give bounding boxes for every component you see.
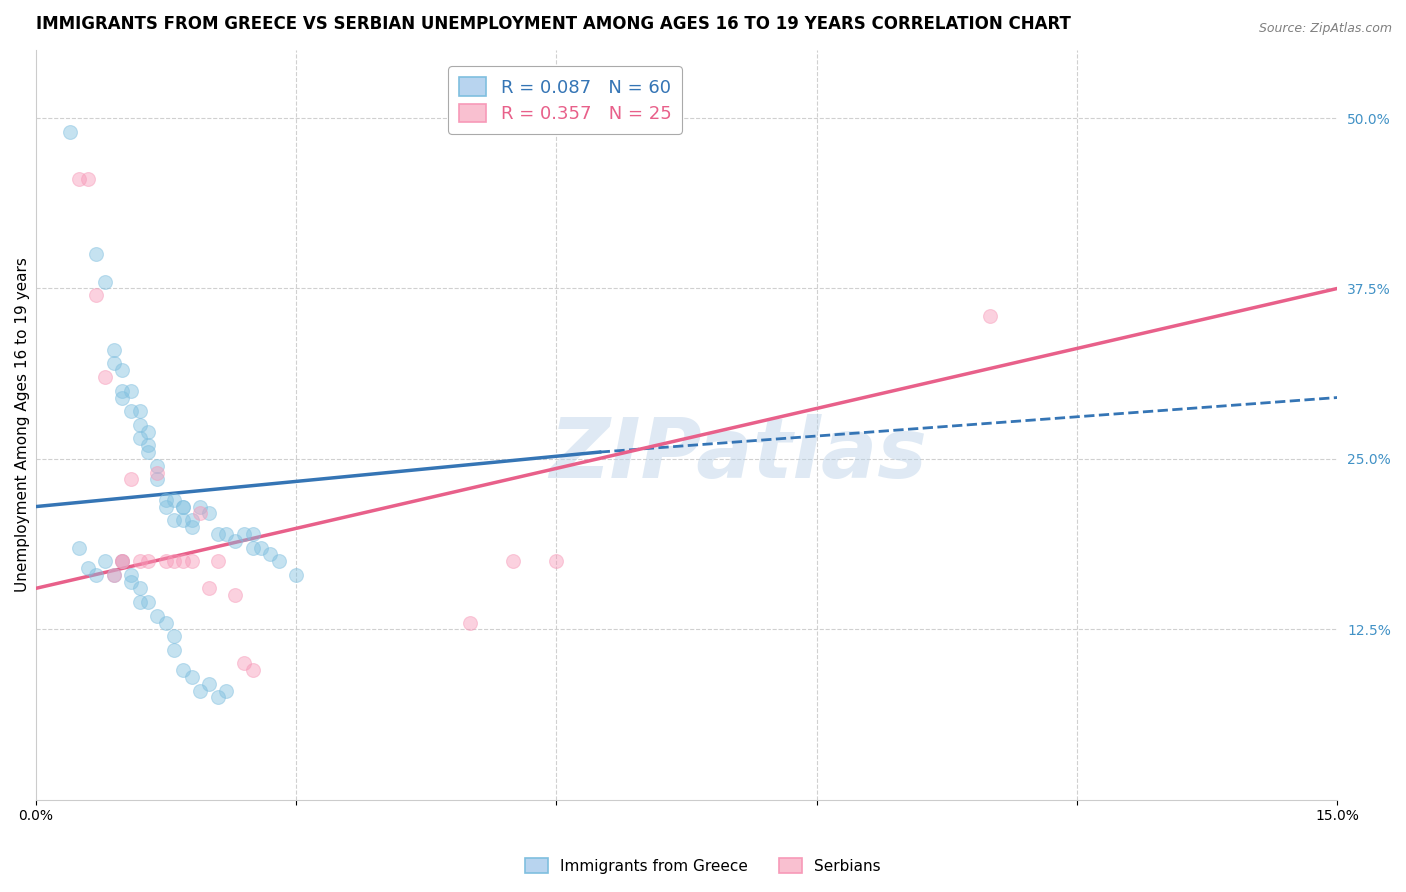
Point [94,370,117,384]
Point [172,500,194,514]
Point [224,533,246,548]
Point [138,445,160,459]
Point [67,172,90,186]
Point [232,527,254,541]
Point [163,642,186,657]
Point [180,554,202,568]
Point [155,500,177,514]
Point [146,608,169,623]
Point [259,547,281,561]
Point [103,356,125,370]
Point [458,615,481,630]
Text: ZIPatlas: ZIPatlas [550,414,928,495]
Point [163,492,186,507]
Point [103,567,125,582]
Point [84,567,107,582]
Point [111,384,134,398]
Point [84,247,107,261]
Point [250,541,273,555]
Point [59,125,82,139]
Point [76,561,98,575]
Point [155,492,177,507]
Point [103,343,125,357]
Point [198,582,221,596]
Point [163,554,186,568]
Legend: Immigrants from Greece, Serbians: Immigrants from Greece, Serbians [519,852,887,880]
Point [284,567,307,582]
Point [103,567,125,582]
Legend: R = 0.087   N = 60, R = 0.357   N = 25: R = 0.087 N = 60, R = 0.357 N = 25 [449,66,682,134]
Point [242,663,264,677]
Point [120,404,142,418]
Point [120,574,142,589]
Point [120,567,142,582]
Point [242,527,264,541]
Point [215,527,238,541]
Point [128,404,150,418]
Point [172,554,194,568]
Point [94,554,117,568]
Point [155,554,177,568]
Point [172,663,194,677]
Point [242,541,264,555]
Point [120,384,142,398]
Point [198,677,221,691]
Point [111,554,134,568]
Point [180,670,202,684]
Point [128,554,150,568]
Point [111,554,134,568]
Point [138,425,160,439]
Point [502,554,524,568]
Point [128,432,150,446]
Point [172,500,194,514]
Point [94,275,117,289]
Point [198,507,221,521]
Point [138,554,160,568]
Point [190,500,212,514]
Point [979,309,1001,323]
Text: IMMIGRANTS FROM GREECE VS SERBIAN UNEMPLOYMENT AMONG AGES 16 TO 19 YEARS CORRELA: IMMIGRANTS FROM GREECE VS SERBIAN UNEMPL… [35,15,1070,33]
Point [207,554,229,568]
Point [163,513,186,527]
Point [155,615,177,630]
Point [146,458,169,473]
Point [180,513,202,527]
Point [224,588,246,602]
Point [215,683,238,698]
Point [128,417,150,432]
Point [138,595,160,609]
Point [172,513,194,527]
Point [207,690,229,705]
Point [190,683,212,698]
Point [76,172,98,186]
Point [128,595,150,609]
Point [267,554,290,568]
Y-axis label: Unemployment Among Ages 16 to 19 years: Unemployment Among Ages 16 to 19 years [15,258,30,592]
Point [67,541,90,555]
Point [111,363,134,377]
Point [128,582,150,596]
Point [207,527,229,541]
Point [120,472,142,486]
Point [190,507,212,521]
Text: Source: ZipAtlas.com: Source: ZipAtlas.com [1258,22,1392,36]
Point [84,288,107,302]
Point [146,472,169,486]
Point [111,391,134,405]
Point [111,554,134,568]
Point [163,629,186,643]
Point [138,438,160,452]
Point [146,466,169,480]
Point [232,657,254,671]
Point [180,520,202,534]
Point [546,554,568,568]
